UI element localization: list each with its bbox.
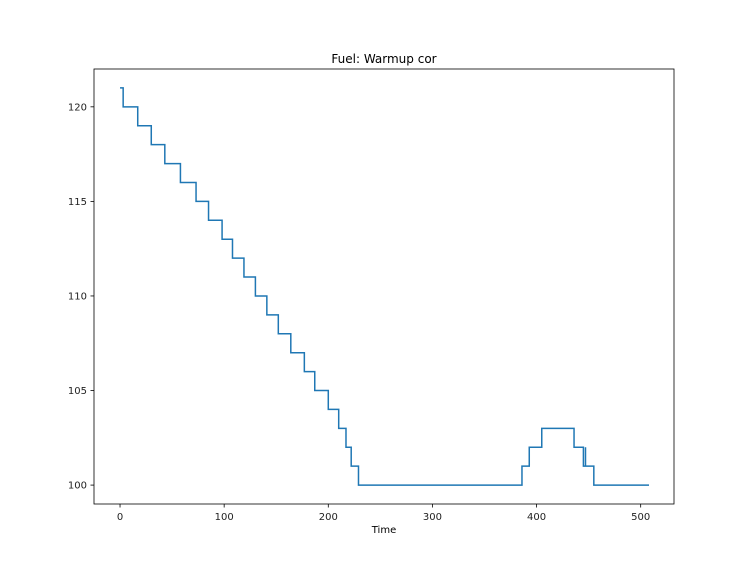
y-tick-label: 120 [68,102,87,113]
x-axis-label: Time [371,525,396,536]
x-tick-label: 300 [423,512,442,523]
chart-title: Fuel: Warmup cor [331,52,436,66]
series-line-warmup-cor [120,87,650,486]
plot-frame [93,68,675,505]
x-tick-label: 400 [527,512,546,523]
y-tick-label: 110 [68,291,87,302]
x-tick-label: 0 [117,512,123,523]
y-tick-label: 115 [68,197,87,208]
x-tick-label: 200 [319,512,338,523]
axis-ticks: 0 100 200 300 400 500 100 105 110 115 120 [68,102,650,523]
y-tick-label: 105 [68,386,87,397]
x-tick-label: 100 [215,512,234,523]
y-tick-label: 100 [68,481,87,492]
plot-area [94,69,674,504]
x-tick-label: 500 [631,512,650,523]
